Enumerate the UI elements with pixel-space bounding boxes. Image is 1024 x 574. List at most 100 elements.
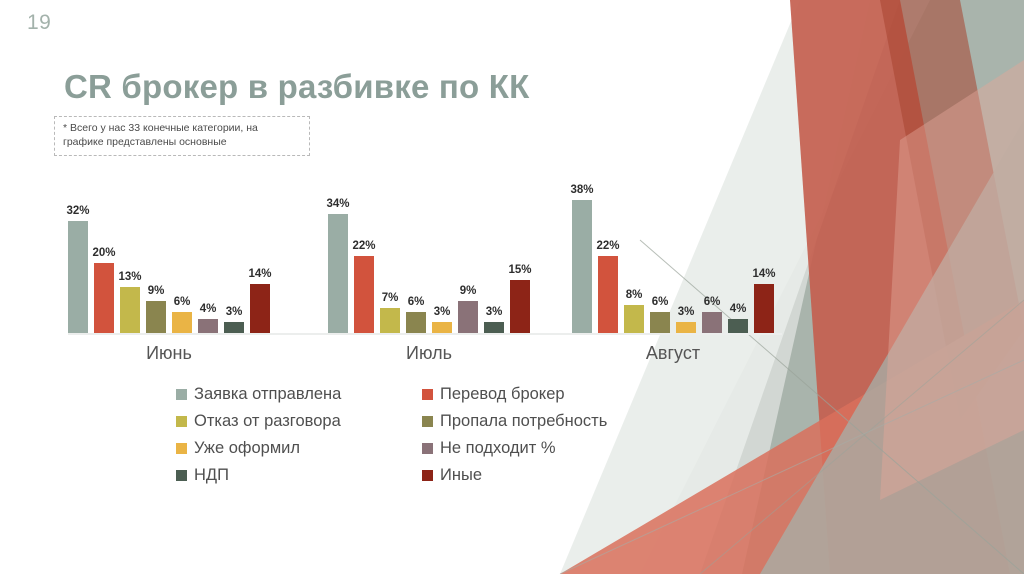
bar-rect[interactable] — [754, 284, 774, 333]
deco-shape-red-dark — [880, 0, 1024, 420]
bar-август-1[interactable]: 22% — [596, 165, 620, 333]
category-label-июнь: Июнь — [146, 343, 192, 363]
legend-label: Перевод брокер — [440, 385, 565, 403]
bar-rect[interactable] — [702, 312, 722, 333]
legend-swatch-icon — [422, 443, 433, 454]
legend-item-7[interactable]: Иные — [422, 462, 682, 489]
legend-label: Не подходит % — [440, 439, 556, 457]
deco-shape-sage-overlay — [760, 120, 1024, 574]
bar-август-0[interactable]: 38% — [570, 165, 594, 333]
bar-rect[interactable] — [728, 319, 748, 333]
bar-rect[interactable] — [572, 200, 592, 333]
bar-value-label: 13% — [118, 271, 142, 283]
page-title: CR брокер в разбивке по КК — [64, 68, 530, 106]
legend-swatch-icon — [422, 416, 433, 427]
bar-rect[interactable] — [598, 256, 618, 333]
bar-value-label: 6% — [407, 296, 425, 308]
page-number: 19 — [27, 11, 52, 34]
bar-rect[interactable] — [380, 308, 400, 333]
bar-value-label: 22% — [596, 240, 620, 252]
bar-rect[interactable] — [120, 287, 140, 333]
bar-rect[interactable] — [68, 221, 88, 333]
bar-июль-4[interactable]: 3% — [432, 165, 452, 333]
bar-value-label: 3% — [485, 306, 503, 318]
bar-rect[interactable] — [676, 322, 696, 333]
bar-июль-1[interactable]: 22% — [352, 165, 376, 333]
category-label-август: Август — [645, 343, 701, 363]
bar-value-label: 6% — [651, 296, 669, 308]
bar-июль-0[interactable]: 34% — [326, 165, 350, 333]
bar-value-label: 15% — [508, 264, 532, 276]
legend-item-1[interactable]: Перевод брокер — [422, 381, 682, 408]
bar-rect[interactable] — [510, 280, 530, 333]
bar-rect[interactable] — [458, 301, 478, 333]
bar-value-label: 4% — [199, 303, 217, 315]
bar-rect[interactable] — [650, 312, 670, 333]
bar-value-label: 8% — [625, 289, 643, 301]
bar-value-label: 14% — [752, 268, 776, 280]
bar-group-август: 38% 22% 8% 6% 3% 6% 4% 14% — [570, 165, 776, 333]
legend-swatch-icon — [422, 389, 433, 400]
bar-rect[interactable] — [250, 284, 270, 333]
footnote-text: * Всего у нас 33 конечные категории, на … — [63, 122, 258, 148]
bar-value-label: 3% — [225, 306, 243, 318]
deco-shape-red-tint — [880, 60, 1024, 500]
bar-июнь-6[interactable]: 3% — [224, 165, 244, 333]
bar-август-6[interactable]: 4% — [728, 165, 748, 333]
bar-rect[interactable] — [198, 319, 218, 333]
legend-swatch-icon — [176, 389, 187, 400]
bar-rect[interactable] — [484, 322, 504, 333]
legend-item-6[interactable]: НДП — [176, 462, 422, 489]
bar-value-label: 22% — [352, 240, 376, 252]
deco-line-diagonal-2 — [699, 299, 1024, 574]
bar-rect[interactable] — [94, 263, 114, 333]
bar-июль-3[interactable]: 6% — [406, 165, 426, 333]
legend-label: НДП — [194, 466, 229, 484]
bar-rect[interactable] — [354, 256, 374, 333]
bar-rect[interactable] — [328, 214, 348, 333]
legend-item-4[interactable]: Уже оформил — [176, 435, 422, 462]
bar-июнь-1[interactable]: 20% — [92, 165, 116, 333]
bar-август-5[interactable]: 6% — [702, 165, 722, 333]
legend-label: Иные — [440, 466, 483, 484]
bar-июль-6[interactable]: 3% — [484, 165, 504, 333]
bar-июнь-2[interactable]: 13% — [118, 165, 142, 333]
bar-август-7[interactable]: 14% — [752, 165, 776, 333]
bar-group-июль: 34% 22% 7% 6% 3% 9% 3% 15% — [326, 165, 532, 333]
bar-август-4[interactable]: 3% — [676, 165, 696, 333]
legend-swatch-icon — [176, 416, 187, 427]
legend-row: Уже оформил Не подходит % — [176, 435, 696, 462]
bar-июль-2[interactable]: 7% — [380, 165, 400, 333]
bar-июль-7[interactable]: 15% — [508, 165, 532, 333]
legend-item-0[interactable]: Заявка отправлена — [176, 381, 422, 408]
bar-value-label: 3% — [677, 306, 695, 318]
legend-row: Отказ от разговора Пропала потребность — [176, 408, 696, 435]
bar-июль-5[interactable]: 9% — [458, 165, 478, 333]
chart-legend: Заявка отправлена Перевод брокер Отказ от … — [176, 381, 696, 489]
bar-июнь-0[interactable]: 32% — [66, 165, 90, 333]
bar-rect[interactable] — [146, 301, 166, 333]
bar-value-label: 9% — [147, 285, 165, 297]
legend-row: НДП Иные — [176, 462, 696, 489]
bar-август-3[interactable]: 6% — [650, 165, 670, 333]
bar-rect[interactable] — [406, 312, 426, 333]
legend-label: Заявка отправлена — [194, 385, 342, 403]
bar-rect[interactable] — [172, 312, 192, 333]
bar-июнь-3[interactable]: 9% — [146, 165, 166, 333]
legend-item-5[interactable]: Не подходит % — [422, 435, 682, 462]
bar-июнь-4[interactable]: 6% — [172, 165, 192, 333]
legend-swatch-icon — [176, 443, 187, 454]
chart-plot-area: 32% 20% 13% 9% 6% 4% 3% 14% 34% 22% 7% 6% 3% 9% 3% 15% 3… — [60, 165, 790, 333]
legend-item-2[interactable]: Отказ от разговора — [176, 408, 422, 435]
bar-август-2[interactable]: 8% — [624, 165, 644, 333]
bar-июнь-5[interactable]: 4% — [198, 165, 218, 333]
bar-rect[interactable] — [624, 305, 644, 333]
bar-value-label: 6% — [173, 296, 191, 308]
bar-value-label: 34% — [326, 198, 350, 210]
bar-rect[interactable] — [432, 322, 452, 333]
bar-rect[interactable] — [224, 322, 244, 333]
bar-июнь-7[interactable]: 14% — [248, 165, 272, 333]
legend-label: Отказ от разговора — [194, 412, 341, 430]
deco-shape-red-primary — [790, 0, 1010, 574]
legend-item-3[interactable]: Пропала потребность — [422, 408, 682, 435]
